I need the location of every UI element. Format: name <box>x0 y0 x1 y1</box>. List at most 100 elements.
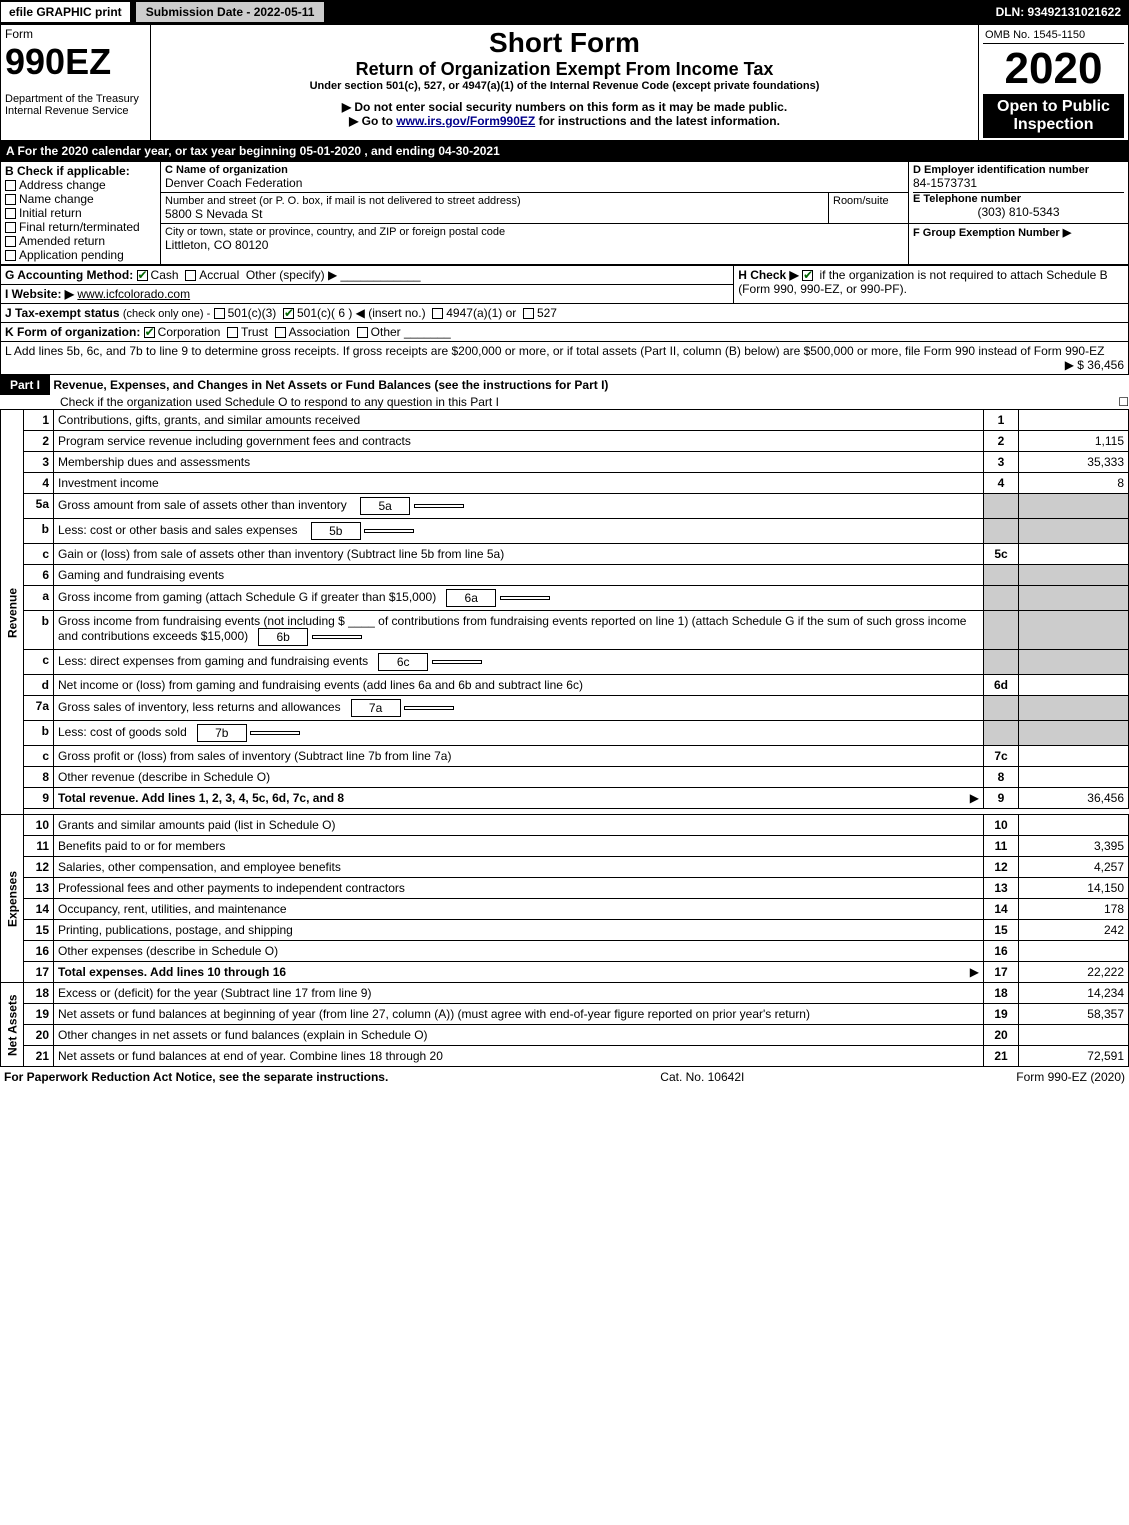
goto-pre: ▶ Go to <box>349 114 396 128</box>
l14-amt: 178 <box>1019 899 1129 920</box>
submission-date-box: Submission Date - 2022-05-11 <box>135 1 326 23</box>
opt-other-org: Other <box>371 325 401 339</box>
entity-info-block: B Check if applicable: Address change Na… <box>0 161 1129 265</box>
phone-value: (303) 810-5343 <box>913 205 1124 219</box>
l21-num: 21 <box>24 1046 54 1067</box>
form-title: Short Form <box>155 27 974 59</box>
l5a-inner-amt <box>414 504 464 508</box>
netassets-vertical-label: Net Assets <box>1 983 24 1067</box>
l18-amt: 14,234 <box>1019 983 1129 1004</box>
l19-num: 19 <box>24 1004 54 1025</box>
opt-501c3: 501(c)(3) <box>228 306 277 320</box>
l15-amt: 242 <box>1019 920 1129 941</box>
checkbox-501c[interactable] <box>283 308 294 319</box>
line-j-label: J Tax-exempt status <box>5 306 123 320</box>
footer-left: For Paperwork Reduction Act Notice, see … <box>4 1070 388 1084</box>
checkbox-other-org[interactable] <box>357 327 368 338</box>
checkbox-trust[interactable] <box>227 327 238 338</box>
l5b-text: Less: cost or other basis and sales expe… <box>58 523 297 537</box>
checkbox-address-change[interactable] <box>5 180 16 191</box>
l20-text: Other changes in net assets or fund bala… <box>54 1025 984 1046</box>
checkbox-application-pending[interactable] <box>5 250 16 261</box>
l6d-amt <box>1019 675 1129 696</box>
l9-text: Total revenue. Add lines 1, 2, 3, 4, 5c,… <box>58 791 344 805</box>
efile-print-button[interactable]: efile GRAPHIC print <box>0 1 131 23</box>
line-k-label: K Form of organization: <box>5 325 140 339</box>
l11-amt: 3,395 <box>1019 836 1129 857</box>
l14-num: 14 <box>24 899 54 920</box>
part1-check-val: ☐ <box>1118 395 1129 409</box>
l8-amt <box>1019 767 1129 788</box>
l10-text: Grants and similar amounts paid (list in… <box>54 815 984 836</box>
l16-num: 16 <box>24 941 54 962</box>
l4-num: 4 <box>24 473 54 494</box>
l4-rn: 4 <box>984 473 1019 494</box>
l6d-num: d <box>24 675 54 696</box>
room-suite-label: Room/suite <box>833 195 904 207</box>
line-l-text: L Add lines 5b, 6c, and 7b to line 9 to … <box>5 344 1104 358</box>
checkbox-527[interactable] <box>523 308 534 319</box>
checkbox-cash[interactable] <box>137 270 148 281</box>
checkbox-amended-return[interactable] <box>5 236 16 247</box>
l20-num: 20 <box>24 1025 54 1046</box>
l5c-num: c <box>24 544 54 565</box>
section-f-label: F Group Exemption Number ▶ <box>913 226 1124 239</box>
opt-4947: 4947(a)(1) or <box>446 306 516 320</box>
form-number: 990EZ <box>5 41 146 83</box>
checkbox-corp[interactable] <box>144 327 155 338</box>
l13-rn: 13 <box>984 878 1019 899</box>
checkbox-501c3[interactable] <box>214 308 225 319</box>
footer-right: Form 990-EZ (2020) <box>1016 1070 1125 1084</box>
form-word: Form <box>5 27 146 41</box>
l7c-amt <box>1019 746 1129 767</box>
checkbox-h[interactable] <box>802 270 813 281</box>
l14-rn: 14 <box>984 899 1019 920</box>
l8-num: 8 <box>24 767 54 788</box>
irs-link[interactable]: www.irs.gov/Form990EZ <box>396 114 535 128</box>
l11-text: Benefits paid to or for members <box>54 836 984 857</box>
l5a-text: Gross amount from sale of assets other t… <box>58 498 347 512</box>
l7a-text: Gross sales of inventory, less returns a… <box>58 700 341 714</box>
l5a-inner-label: 5a <box>360 497 410 515</box>
addr-label: Number and street (or P. O. box, if mail… <box>165 195 824 207</box>
checkbox-final-return[interactable] <box>5 222 16 233</box>
l6a-text: Gross income from gaming (attach Schedul… <box>58 590 436 604</box>
opt-trust: Trust <box>241 325 268 339</box>
opt-corp: Corporation <box>158 325 221 339</box>
l3-num: 3 <box>24 452 54 473</box>
l11-num: 11 <box>24 836 54 857</box>
opt-501c: 501(c)( 6 ) ◀ (insert no.) <box>297 306 426 320</box>
l16-rn: 16 <box>984 941 1019 962</box>
expenses-vertical-label: Expenses <box>1 815 24 983</box>
l13-amt: 14,150 <box>1019 878 1129 899</box>
city-state-zip: Littleton, CO 80120 <box>165 238 904 252</box>
opt-initial-return: Initial return <box>19 206 82 220</box>
l12-rn: 12 <box>984 857 1019 878</box>
l7b-inner-label: 7b <box>197 724 247 742</box>
l21-amt: 72,591 <box>1019 1046 1129 1067</box>
l6d-text: Net income or (loss) from gaming and fun… <box>54 675 984 696</box>
checkbox-4947[interactable] <box>432 308 443 319</box>
l6b-inner-amt <box>312 635 362 639</box>
checkbox-initial-return[interactable] <box>5 208 16 219</box>
l9-amt: 36,456 <box>1019 788 1129 809</box>
checkbox-accrual[interactable] <box>185 270 196 281</box>
l6a-inner-label: 6a <box>446 589 496 607</box>
tax-year: 2020 <box>983 44 1124 94</box>
l7c-num: c <box>24 746 54 767</box>
lines-g-to-l: G Accounting Method: Cash Accrual Other … <box>0 265 1129 375</box>
l17-num: 17 <box>24 962 54 983</box>
opt-other: Other (specify) ▶ <box>246 268 337 282</box>
page-footer: For Paperwork Reduction Act Notice, see … <box>0 1067 1129 1087</box>
l1-rn: 1 <box>984 410 1019 431</box>
checkbox-name-change[interactable] <box>5 194 16 205</box>
l13-num: 13 <box>24 878 54 899</box>
opt-accrual: Accrual <box>199 268 239 282</box>
checkbox-assoc[interactable] <box>275 327 286 338</box>
l6b-text-pre: Gross income from fundraising events (no… <box>58 614 348 628</box>
l21-rn: 21 <box>984 1046 1019 1067</box>
l10-num: 10 <box>24 815 54 836</box>
l18-text: Excess or (deficit) for the year (Subtra… <box>54 983 984 1004</box>
l7a-inner-amt <box>404 706 454 710</box>
l8-text: Other revenue (describe in Schedule O) <box>54 767 984 788</box>
